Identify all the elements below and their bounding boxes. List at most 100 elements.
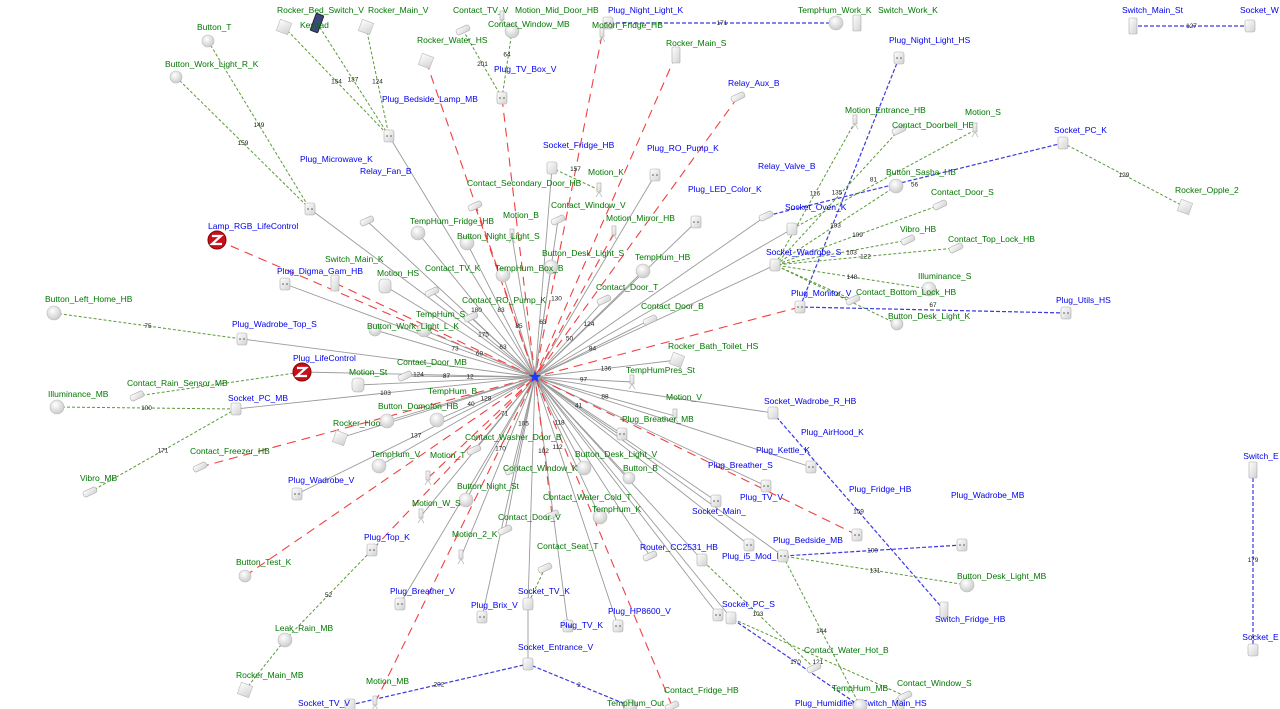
device-node[interactable]: Plug_Night_Light_HS (889, 35, 971, 65)
device-node[interactable]: Lamp_RGB_LifeControl (207, 221, 298, 250)
device-node[interactable]: Plug_Microwave_K (300, 154, 373, 216)
device-node[interactable]: Plug_Fridge_HB (849, 484, 912, 542)
device-node[interactable]: Motion_2_K (452, 529, 498, 565)
device-node[interactable]: Button_Left_Home_HB (45, 294, 133, 321)
device-node[interactable]: Button_Night_Light_S (457, 231, 540, 251)
device-node[interactable]: Motion_W_S (412, 498, 461, 524)
device-node[interactable]: Button_Desk_Light_K (888, 311, 971, 331)
device-node[interactable]: Switch_Work_K (852, 5, 938, 32)
device-node[interactable]: Rocker_Main_MB (236, 670, 304, 699)
device-node[interactable]: Motion_Fridge_HB (592, 20, 663, 43)
device-node[interactable]: Contact_Window_V (550, 200, 626, 226)
device-node[interactable]: Contact_Seat_T (537, 541, 598, 574)
device-node[interactable]: Vibro_HB (900, 224, 937, 246)
device-node[interactable]: TempHum_Out (607, 698, 665, 709)
device-node[interactable]: Socket_PC_MB (228, 393, 288, 416)
device-node[interactable]: Plug_Wadrobe_MB (951, 490, 1025, 552)
device-node[interactable]: Contact_Rain_Sensor_MB (127, 378, 228, 402)
device-node[interactable]: Contact_TV_V (453, 5, 509, 36)
device-node[interactable]: Button_Test_K (236, 557, 292, 583)
device-node[interactable]: Socket_Wadrobe_R_HB (764, 396, 857, 420)
device-node[interactable]: Vibro_MB (80, 473, 117, 498)
device-node[interactable]: Plug_HP8600_V (608, 606, 671, 633)
device-node[interactable]: TempHum_HB (635, 252, 691, 279)
device-node[interactable]: Switch_Main_St (1122, 5, 1184, 35)
device-node[interactable]: Button_B (622, 463, 658, 485)
device-node[interactable]: Plug_Wadrobe_Top_S (232, 319, 317, 346)
device-node[interactable]: Contact_Water_Cold_T (543, 492, 632, 521)
device-node[interactable]: Rocker_Hood (331, 418, 385, 447)
device-node[interactable]: Contact_Window_MB (488, 19, 570, 39)
device-node[interactable]: Socket_Oven_K (785, 202, 847, 236)
device-node[interactable]: Contact_Door_MB (397, 357, 467, 382)
device-node[interactable]: Rocker_Main_V (357, 5, 429, 36)
device-node[interactable]: Button_Desk_Light_S (542, 248, 625, 275)
star-icon[interactable] (528, 370, 542, 383)
device-node[interactable]: Plug_TV_K (560, 619, 603, 633)
device-node[interactable]: Motion_HS (377, 268, 419, 294)
device-node[interactable]: Button_Sasha_HB (886, 167, 956, 194)
device-node[interactable]: Plug_LED_Color_K (688, 184, 762, 229)
device-node[interactable]: Button_Work_Light_L_K (367, 321, 459, 337)
device-node[interactable]: Plug_Bedside_MB (773, 535, 843, 563)
device-node[interactable]: Button_Desk_Light_V (575, 449, 658, 476)
device-node[interactable]: Motion_MB (366, 676, 409, 709)
device-node[interactable]: Switch_Main_K (325, 254, 384, 292)
device-node[interactable]: Plug_LifeControl (292, 353, 356, 382)
device-node[interactable]: Plug_Wadrobe_V (288, 475, 355, 501)
device-node[interactable]: Plug_Breather_S (708, 460, 773, 508)
device-node[interactable]: Plug_i5_Mod_MB (712, 551, 789, 622)
device-node[interactable]: Switch_E (1243, 451, 1279, 479)
device-node[interactable]: Socket_TV_K (518, 586, 570, 611)
device-node[interactable]: TempHum_K (592, 504, 641, 525)
device-node[interactable]: Contact_Window_S (897, 678, 972, 702)
device-node[interactable]: Plug_TV_Box_V (494, 64, 557, 105)
device-node[interactable]: Rocker_Bed_Switch_V (275, 5, 364, 36)
device-node[interactable]: Contact_Doorbell_HB (891, 120, 975, 136)
device-node[interactable]: Plug_Top_K (364, 532, 410, 557)
device-node[interactable]: Plug_Brix_V (471, 600, 518, 624)
device-node[interactable]: Contact_RO_Pump_K (462, 295, 546, 323)
device-node[interactable]: Plug_AirHood_K (801, 427, 864, 474)
device-node[interactable]: Motion_S (965, 107, 1001, 138)
device-node[interactable]: Illuminance_S (918, 271, 972, 297)
device-node[interactable]: Button_Desk_Light_MB (957, 571, 1047, 593)
device-node[interactable]: Contact_Bottom_Lock_HB (845, 287, 956, 306)
device-node[interactable]: Motion_Mid_Door_HB (498, 5, 599, 26)
device-node[interactable]: TempHum_V (371, 449, 420, 474)
device-node[interactable]: Contact_Door_B (641, 301, 704, 326)
device-node[interactable]: Contact_TV_K (424, 263, 481, 298)
device-node[interactable]: Switch_Fridge_HB (935, 601, 1006, 624)
device-node[interactable]: TempHum_Box_B (495, 263, 564, 283)
device-node[interactable]: Motion_St (349, 367, 388, 393)
device-node[interactable]: TempHum_MB (832, 683, 889, 709)
device-node[interactable]: Socket_Entrance_V (518, 642, 593, 671)
device-node[interactable]: Socket_Wadrobe_S (766, 247, 842, 272)
device-node[interactable]: Plug_Breather_V (390, 586, 455, 611)
device-node[interactable]: Rocker_Bath_Toilet_HS (668, 341, 759, 369)
device-node[interactable]: Motion_T (424, 450, 465, 486)
device-node[interactable]: TempHum_Fridge_HB (410, 216, 494, 241)
device-node[interactable]: Rocker_Opple_2 (1175, 185, 1239, 216)
device-node[interactable]: TempHum_B (428, 386, 477, 428)
device-node[interactable]: Contact_Fridge_HB (664, 685, 739, 709)
device-node[interactable]: Motion_V (666, 392, 702, 424)
device-node[interactable]: Socket_PC_S (722, 599, 775, 625)
device-node[interactable]: Plug_Utils_HS (1056, 295, 1111, 320)
device-node[interactable]: Plug_Breather_MB (616, 414, 694, 441)
device-node[interactable]: Plug_Digma_Gam_HB (277, 266, 363, 291)
device-node[interactable]: Socket_E (1242, 632, 1279, 657)
device-node[interactable]: Socket_W (1240, 5, 1279, 33)
device-node[interactable]: Button_Night_St (457, 481, 520, 508)
device-node[interactable]: Relay_Valve_B (758, 161, 816, 222)
device-node[interactable]: Plug_TV_V (740, 492, 783, 552)
device-node[interactable]: Socket_TV_V (298, 698, 356, 709)
device-node[interactable]: Motion_B (503, 210, 539, 244)
device-node[interactable]: TempHumPres_St (626, 365, 696, 390)
device-node[interactable]: Plug_Bedside_Lamp_MB (382, 94, 478, 143)
device-node[interactable]: Socket_Fridge_HB (543, 140, 615, 175)
device-node[interactable]: Contact_Door_T (596, 282, 658, 306)
device-node[interactable]: Contact_Door_S (931, 187, 994, 211)
device-node[interactable]: Plug_RO_Pump_K (647, 143, 719, 182)
device-node[interactable]: Leak_Rain_MB (275, 623, 333, 648)
